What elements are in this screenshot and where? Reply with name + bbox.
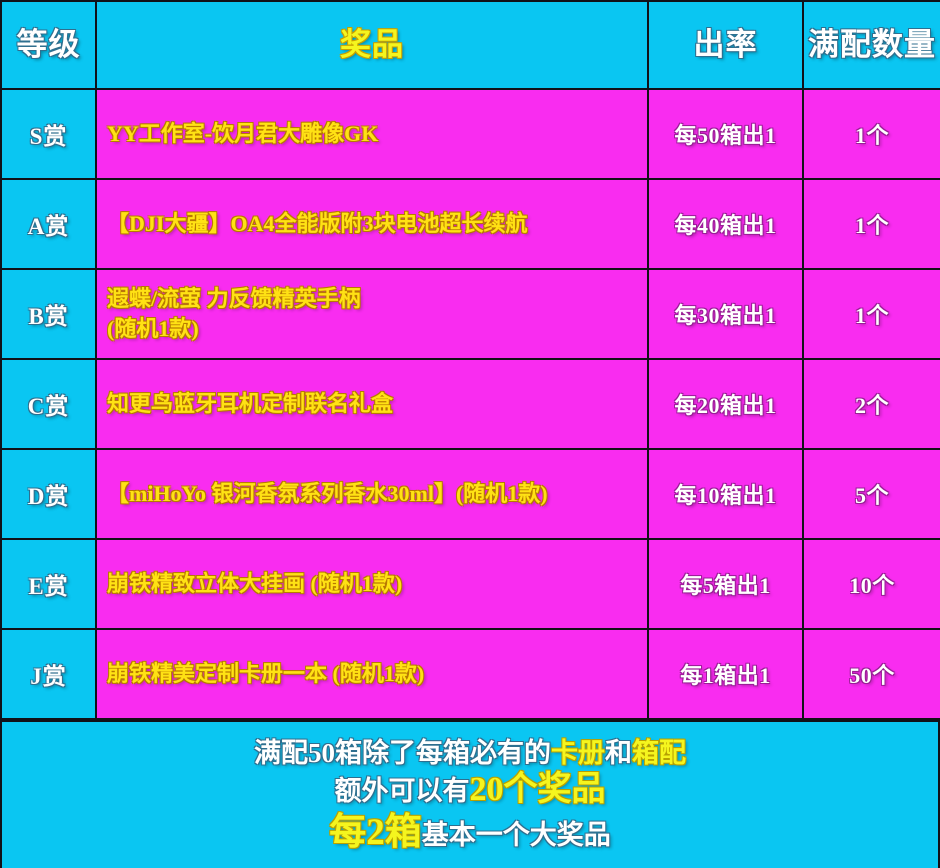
table-row: C赏 知更鸟蓝牙耳机定制联名礼盒 每20箱出1 2个 — [0, 358, 940, 450]
footer-line1-part3: 和 — [605, 738, 632, 769]
footer-line1-part4: 箱配 — [632, 738, 686, 769]
rate-cell: 每1箱出1 — [647, 628, 804, 720]
header-grade: 等级 — [0, 0, 97, 90]
quantity-cell: 1个 — [802, 178, 940, 270]
header-prize: 奖品 — [95, 0, 649, 90]
footer-line-2: 额外可以有20个奖品 — [335, 771, 606, 809]
rate-cell: 每50箱出1 — [647, 88, 804, 180]
footer-line-1: 满配50箱除了每箱必有的卡册和箱配 — [254, 738, 686, 768]
footer-line1-part2: 卡册 — [551, 738, 605, 769]
quantity-cell: 5个 — [802, 448, 940, 540]
grade-cell: S赏 — [0, 88, 97, 180]
prize-cell: YY工作室-饮月君大雕像GK — [95, 88, 649, 180]
footer-line2-part1: 额外可以有 — [334, 776, 470, 807]
grade-cell: E赏 — [0, 538, 97, 630]
table-row: J赏 崩铁精美定制卡册一本 (随机1款) 每1箱出1 50个 — [0, 628, 940, 720]
grade-cell: B赏 — [0, 268, 97, 360]
prize-cell: 【DJI大疆】OA4全能版附3块电池超长续航 — [95, 178, 649, 270]
quantity-cell: 50个 — [802, 628, 940, 720]
table-row: A赏 【DJI大疆】OA4全能版附3块电池超长续航 每40箱出1 1个 — [0, 178, 940, 270]
table-row: D赏 【miHoYo 银河香氛系列香水30ml】(随机1款) 每10箱出1 5个 — [0, 448, 940, 540]
table-header: 等级 奖品 出率 满配数量 — [0, 0, 940, 90]
footer-line1-part1: 满配50箱除了每箱必有的 — [254, 738, 551, 769]
table-row: S赏 YY工作室-饮月君大雕像GK 每50箱出1 1个 — [0, 88, 940, 180]
quantity-cell: 10个 — [802, 538, 940, 630]
grade-cell: A赏 — [0, 178, 97, 270]
quantity-cell: 2个 — [802, 358, 940, 450]
grade-cell: J赏 — [0, 628, 97, 720]
prize-cell: 知更鸟蓝牙耳机定制联名礼盒 — [95, 358, 649, 450]
quantity-cell: 1个 — [802, 268, 940, 360]
rate-cell: 每10箱出1 — [647, 448, 804, 540]
prize-table: 等级 奖品 出率 满配数量 S赏 YY工作室-饮月君大雕像GK 每50箱出1 1… — [0, 0, 940, 720]
prize-cell: 崩铁精致立体大挂画 (随机1款) — [95, 538, 649, 630]
grade-cell: D赏 — [0, 448, 97, 540]
quantity-cell: 1个 — [802, 88, 940, 180]
footer-line3-part1: 每2箱 — [329, 812, 422, 854]
footer-line3-part2: 基本一个大奖品 — [421, 820, 611, 851]
prize-cell: 崩铁精美定制卡册一本 (随机1款) — [95, 628, 649, 720]
footer-note: 满配50箱除了每箱必有的卡册和箱配 额外可以有20个奖品 每2箱基本一个大奖品 — [0, 720, 940, 868]
header-rate: 出率 — [647, 0, 804, 90]
rate-cell: 每30箱出1 — [647, 268, 804, 360]
header-quantity: 满配数量 — [802, 0, 940, 90]
footer-line2-part2: 20个奖品 — [469, 771, 606, 809]
rate-cell: 每5箱出1 — [647, 538, 804, 630]
footer-line-3: 每2箱基本一个大奖品 — [329, 812, 611, 853]
prize-cell: 遐蝶/流萤 力反馈精英手柄 (随机1款) — [95, 268, 649, 360]
table-body: S赏 YY工作室-饮月君大雕像GK 每50箱出1 1个 A赏 【DJI大疆】OA… — [0, 88, 940, 720]
table-row: B赏 遐蝶/流萤 力反馈精英手柄 (随机1款) 每30箱出1 1个 — [0, 268, 940, 360]
rate-cell: 每20箱出1 — [647, 358, 804, 450]
prize-cell: 【miHoYo 银河香氛系列香水30ml】(随机1款) — [95, 448, 649, 540]
header-row: 等级 奖品 出率 满配数量 — [0, 0, 940, 90]
table-row: E赏 崩铁精致立体大挂画 (随机1款) 每5箱出1 10个 — [0, 538, 940, 630]
rate-cell: 每40箱出1 — [647, 178, 804, 270]
grade-cell: C赏 — [0, 358, 97, 450]
